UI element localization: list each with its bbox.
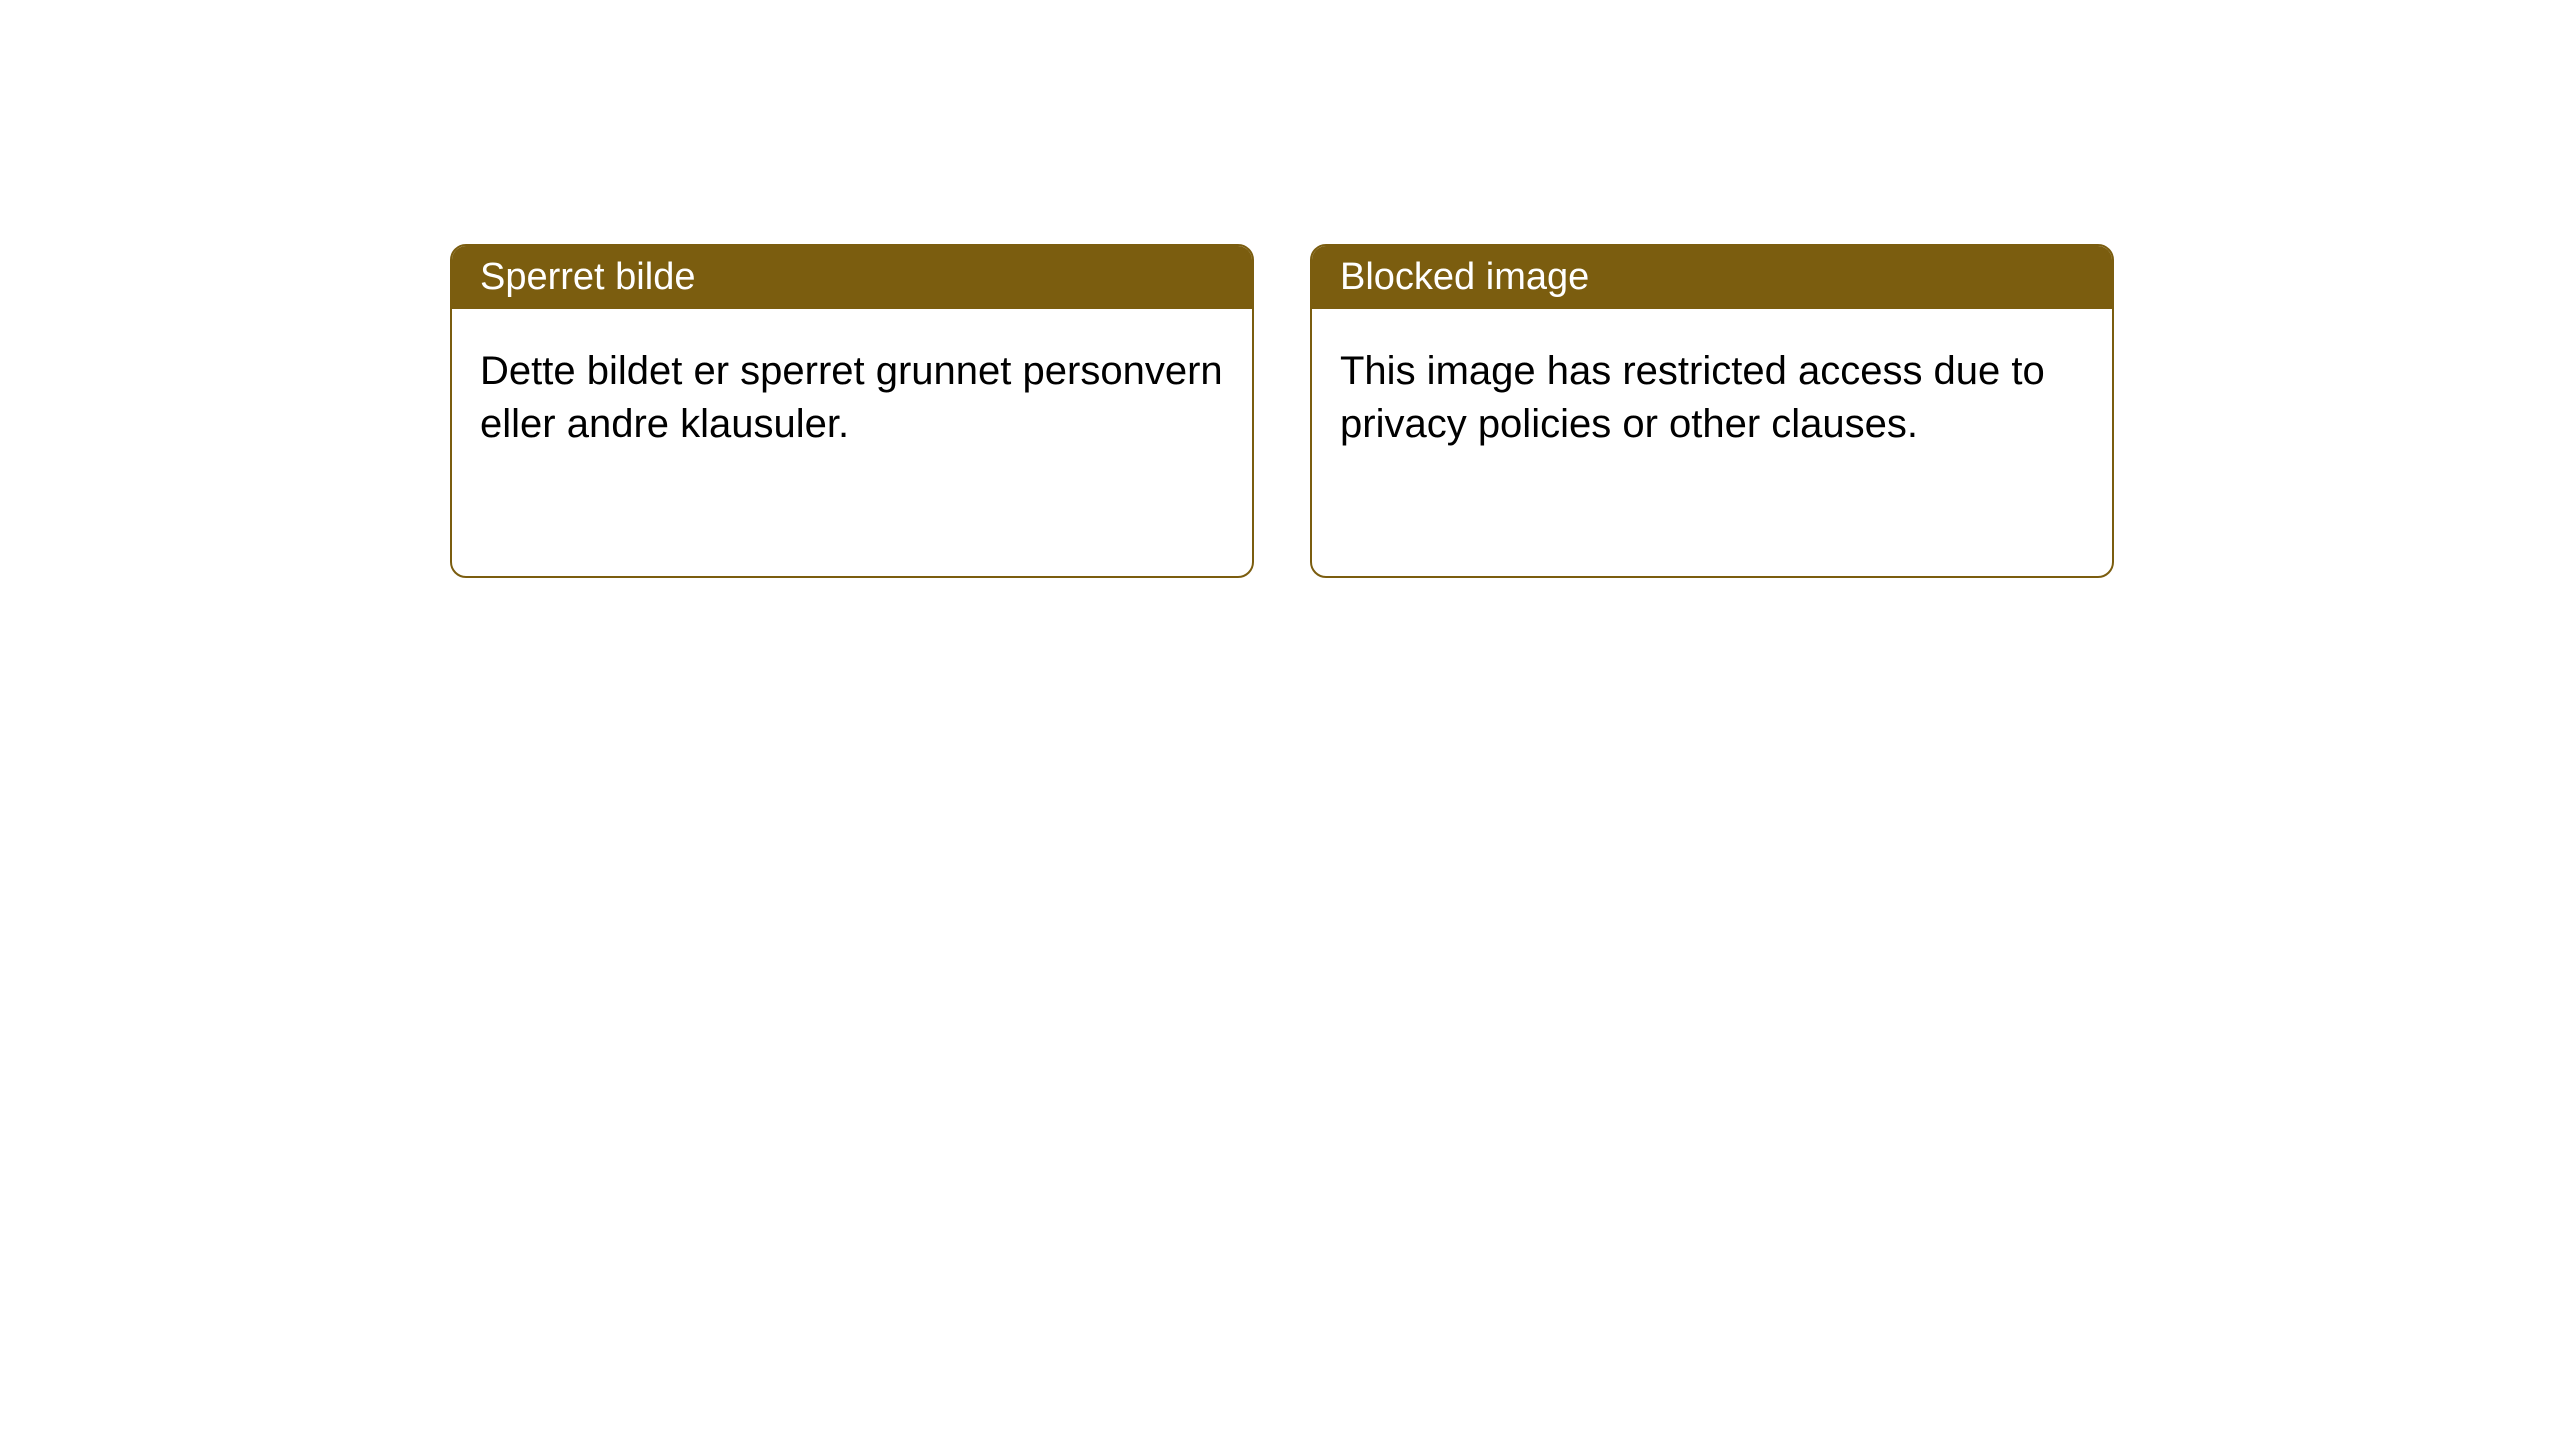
card-body-english: This image has restricted access due to … bbox=[1312, 309, 2112, 487]
card-english: Blocked image This image has restricted … bbox=[1310, 244, 2114, 578]
cards-container: Sperret bilde Dette bildet er sperret gr… bbox=[0, 0, 2560, 578]
card-norwegian: Sperret bilde Dette bildet er sperret gr… bbox=[450, 244, 1254, 578]
card-text-english: This image has restricted access due to … bbox=[1340, 349, 2045, 446]
card-title-english: Blocked image bbox=[1340, 256, 1589, 298]
card-header-english: Blocked image bbox=[1312, 246, 2112, 309]
card-body-norwegian: Dette bildet er sperret grunnet personve… bbox=[452, 309, 1252, 487]
card-text-norwegian: Dette bildet er sperret grunnet personve… bbox=[480, 349, 1223, 446]
card-title-norwegian: Sperret bilde bbox=[480, 256, 695, 298]
card-header-norwegian: Sperret bilde bbox=[452, 246, 1252, 309]
